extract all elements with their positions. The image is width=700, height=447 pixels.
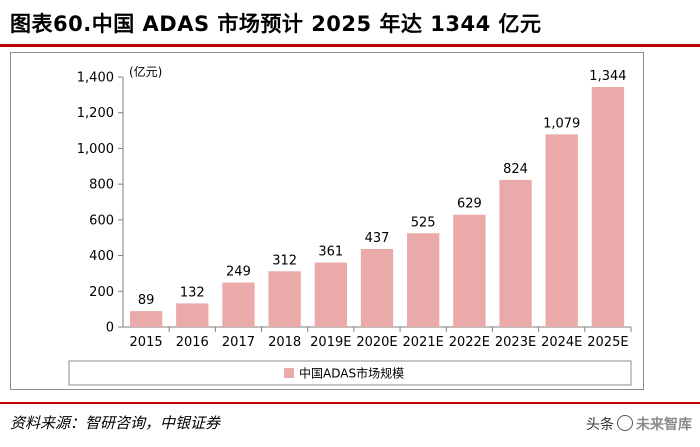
data-label: 361	[318, 245, 343, 260]
bar	[407, 233, 440, 327]
data-label: 824	[503, 162, 528, 177]
data-label: 1,079	[543, 116, 580, 131]
watermark-prefix: 头条	[586, 417, 614, 433]
y-tick-label: 1,400	[77, 71, 114, 86]
x-tick-label: 2018	[268, 335, 301, 350]
x-tick-label: 2015	[130, 335, 163, 350]
x-tick-label: 2023E	[495, 335, 536, 350]
y-tick-label: 200	[89, 285, 114, 300]
data-label: 312	[272, 253, 297, 268]
bar	[545, 134, 578, 327]
bar	[499, 179, 532, 327]
bar-chart: 0 200 400 600 800 1,000 1,200 1,400 (亿元) 89 2015 13…	[68, 64, 632, 386]
bar	[268, 271, 301, 327]
data-label: 437	[365, 231, 390, 246]
watermark-brand: 未来智库	[636, 417, 692, 433]
x-tick-label: 2025E	[587, 335, 628, 350]
bar	[453, 214, 486, 327]
y-tick-label: 1,000	[77, 142, 114, 157]
source-note: 资料来源：智研咨询，中银证券	[10, 414, 221, 432]
bar	[314, 262, 347, 327]
chart-frame: 0 200 400 600 800 1,000 1,200 1,400 (亿元) 89 2015 13…	[10, 52, 644, 390]
y-unit-label: (亿元)	[129, 64, 162, 79]
bar	[360, 248, 394, 327]
footer-divider	[0, 402, 700, 404]
legend-box	[68, 360, 632, 386]
data-label: 249	[226, 265, 251, 280]
legend-label: 中国ADAS市场规模	[299, 366, 404, 381]
data-label: 629	[457, 197, 482, 212]
x-tick-label: 2022E	[449, 335, 490, 350]
data-label: 132	[180, 285, 205, 300]
y-tick-label: 600	[89, 213, 114, 228]
x-tick-label: 2016	[176, 335, 209, 350]
chart-title: 图表60.中国 ADAS 市场预计 2025 年达 1344 亿元	[10, 12, 542, 36]
y-tick-label: 0	[106, 321, 114, 336]
watermark-icon	[617, 415, 633, 431]
x-tick-label: 2020E	[356, 335, 397, 350]
bar	[591, 87, 625, 327]
data-label: 89	[138, 293, 155, 308]
x-tick-label: 2019E	[310, 335, 351, 350]
y-tick-label: 1,200	[77, 106, 114, 121]
data-label: 525	[411, 215, 436, 230]
data-label: 1,344	[589, 69, 626, 84]
watermark: 头条 未来智库	[586, 414, 692, 434]
x-tick-label: 2021E	[403, 335, 444, 350]
title-divider	[0, 44, 700, 47]
bar	[176, 303, 209, 327]
y-tick-label: 800	[89, 178, 114, 193]
bar	[222, 282, 255, 327]
legend-swatch	[284, 368, 294, 378]
y-tick-label: 400	[89, 249, 114, 264]
x-tick-label: 2017	[222, 335, 255, 350]
x-tick-label: 2024E	[541, 335, 582, 350]
bar	[129, 311, 163, 327]
